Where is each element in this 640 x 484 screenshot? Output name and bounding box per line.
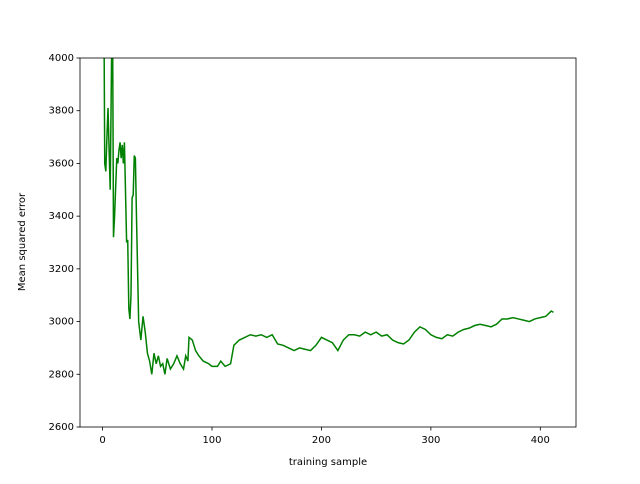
y-tick-label: 2600: [49, 422, 74, 433]
plot-frame: [79, 57, 577, 428]
x-tick-label: 400: [531, 435, 550, 446]
x-tick-label: 100: [202, 435, 221, 446]
y-tick-label: 3200: [49, 264, 74, 275]
y-tick-label: 2800: [49, 369, 74, 380]
y-tick-label: 4000: [49, 53, 74, 64]
data-line: [103, 58, 554, 375]
y-tick-label: 3400: [49, 211, 74, 222]
y-tick-label: 3600: [49, 158, 74, 169]
x-tick-label: 0: [99, 435, 105, 446]
x-tick-label: 200: [312, 435, 331, 446]
x-tick-label: 300: [421, 435, 440, 446]
y-tick-label: 3800: [49, 106, 74, 117]
x-axis-label: training sample: [289, 457, 367, 468]
y-tick-label: 3000: [49, 317, 74, 328]
y-axis-label: Mean squared error: [17, 192, 28, 291]
